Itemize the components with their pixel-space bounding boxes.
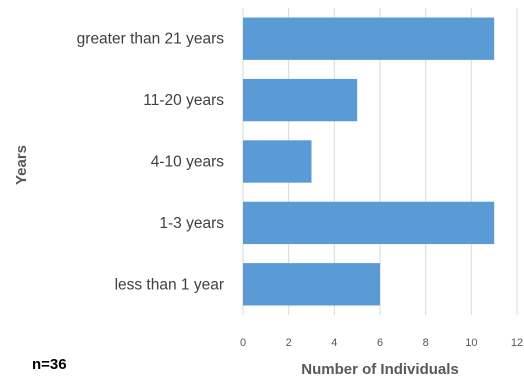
x-tick-label: 2 [286, 337, 292, 349]
bar [243, 263, 380, 306]
x-tick-label: 6 [377, 337, 383, 349]
bars [243, 17, 495, 306]
bar [243, 17, 495, 60]
category-label: 11-20 years [143, 92, 224, 109]
x-tick-label: 8 [423, 337, 429, 349]
bar [243, 78, 358, 122]
x-tick-label: 10 [465, 337, 477, 349]
category-label: 1-3 years [159, 215, 224, 232]
x-tick-label: 4 [331, 337, 337, 349]
sample-size-annotation: n=36 [32, 356, 67, 373]
category-labels: greater than 21 years 11-20 years 4-10 yea… [77, 31, 225, 294]
x-axis-title: Number of Individuals [301, 361, 459, 378]
bar [243, 201, 495, 245]
x-tick-labels: 0 2 4 6 8 10 12 [240, 337, 523, 349]
y-axis-title: Years [13, 145, 30, 185]
bar [243, 140, 312, 183]
x-tick-label: 0 [240, 337, 246, 349]
category-label: less than 1 year [115, 276, 224, 293]
category-label: 4-10 years [151, 154, 224, 171]
x-tick-label: 12 [511, 337, 523, 349]
category-label: greater than 21 years [77, 31, 225, 48]
